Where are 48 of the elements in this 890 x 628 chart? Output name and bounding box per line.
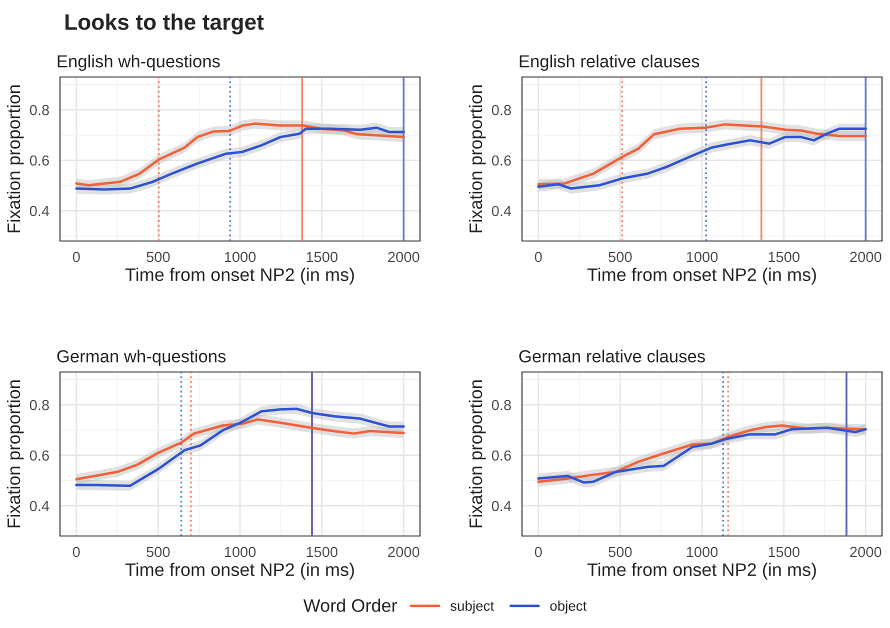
chart-subtitle: German relative clauses bbox=[519, 350, 705, 362]
x-tick-label: 1000 bbox=[224, 546, 256, 558]
x-tick-label: 500 bbox=[608, 252, 632, 262]
x-axis-title: Time from onset NP2 (in ms) bbox=[587, 562, 816, 580]
x-axis-title: Time from onset NP2 (in ms) bbox=[125, 562, 354, 580]
x-tick-label: 1500 bbox=[768, 546, 800, 558]
x-axis-title: Time from onset NP2 (in ms) bbox=[125, 268, 354, 285]
y-tick-label: 0.4 bbox=[30, 500, 50, 512]
y-axis-title: Fixation proportion bbox=[468, 380, 486, 528]
chart-subtitle: English wh-questions bbox=[58, 54, 220, 71]
chart-title: Looks to the target bbox=[65, 14, 264, 34]
x-tick-label: 0 bbox=[534, 252, 542, 262]
y-axis-title: Fixation proportion bbox=[6, 85, 24, 232]
x-tick-label: 0 bbox=[72, 546, 80, 558]
y-tick-label: 0.8 bbox=[492, 104, 511, 116]
x-tick-label: 1500 bbox=[306, 252, 338, 262]
y-tick-label: 0.8 bbox=[30, 400, 49, 410]
chart-subtitle: English relative clauses bbox=[520, 54, 700, 71]
y-tick-label: 0.6 bbox=[30, 450, 49, 461]
x-tick-label: 1500 bbox=[306, 546, 338, 558]
legend-title: Word Order bbox=[303, 598, 397, 612]
x-tick-label: 2000 bbox=[850, 252, 882, 262]
x-tick-label: 500 bbox=[146, 252, 170, 262]
y-axis-title: Fixation proportion bbox=[468, 85, 486, 232]
y-axis-title: Fixation proportion bbox=[6, 380, 24, 528]
x-tick-label: 500 bbox=[146, 546, 170, 558]
legend-label: subject bbox=[450, 600, 494, 614]
x-tick-label: 0 bbox=[72, 252, 80, 262]
y-tick-label: 0.6 bbox=[492, 155, 511, 166]
x-tick-label: 0 bbox=[534, 546, 542, 558]
y-tick-label: 0.8 bbox=[492, 400, 511, 410]
chart-subtitle: German wh-questions bbox=[57, 350, 226, 366]
x-tick-label: 1000 bbox=[224, 252, 256, 262]
y-tick-label: 0.6 bbox=[30, 155, 49, 166]
y-tick-label: 0.4 bbox=[492, 500, 512, 512]
x-axis-title: Time from onset NP2 (in ms) bbox=[587, 268, 816, 285]
y-tick-label: 0.4 bbox=[30, 206, 50, 216]
x-tick-label: 1000 bbox=[686, 546, 718, 558]
y-tick-label: 0.8 bbox=[30, 104, 49, 116]
x-tick-label: 500 bbox=[608, 546, 632, 558]
x-tick-label: 2000 bbox=[388, 252, 420, 262]
x-tick-label: 1500 bbox=[768, 252, 800, 262]
x-tick-label: 2000 bbox=[388, 546, 420, 558]
legend-label: object bbox=[550, 600, 587, 614]
y-tick-label: 0.4 bbox=[492, 206, 512, 216]
x-tick-label: 2000 bbox=[850, 546, 882, 558]
x-tick-label: 1000 bbox=[686, 252, 718, 262]
y-tick-label: 0.6 bbox=[492, 450, 511, 461]
